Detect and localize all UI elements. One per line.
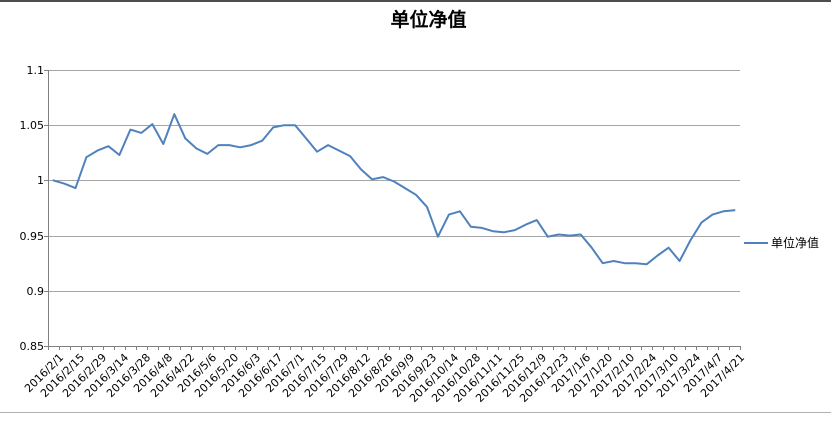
- top-window-border: [0, 0, 831, 2]
- chart-bottom-border: [0, 412, 831, 413]
- y-axis-label: 0.9: [26, 284, 45, 298]
- y-axis-label: 1: [37, 173, 44, 187]
- legend: 单位净值: [744, 234, 819, 251]
- y-axis-label: 1.05: [19, 118, 45, 132]
- legend-line-sample: [744, 241, 768, 244]
- y-axis-label: 0.95: [19, 229, 45, 243]
- series-line: [52, 113, 736, 266]
- chart-title: 单位净值: [390, 9, 467, 31]
- legend-label: 单位净值: [771, 236, 820, 250]
- y-axis-label: 0.85: [19, 339, 45, 353]
- y-axis-label: 1.1: [26, 63, 45, 77]
